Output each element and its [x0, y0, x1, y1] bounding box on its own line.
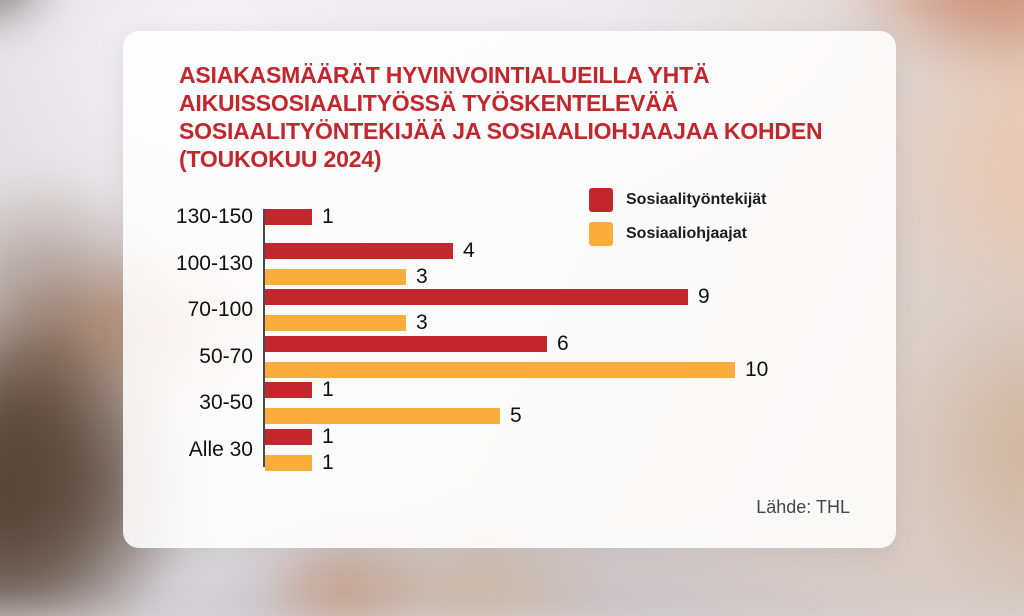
bar [265, 335, 547, 352]
legend-item: Sosiaaliohjaajat [589, 222, 767, 246]
chart-group: 70-100 9 3 [165, 285, 768, 335]
bar-stack: 6 10 [265, 332, 768, 382]
legend-item: Sosiaalityöntekijät [589, 188, 767, 212]
bar-row: 9 [265, 285, 710, 309]
category-label: 100-130 [175, 251, 253, 275]
bar-row: 6 [265, 332, 768, 356]
bar-chart: 130-150 1 100-130 4 3 70-100 9 3 50-70 6 10 30-50 1 5… [165, 194, 768, 475]
bar [265, 268, 406, 285]
bar [265, 408, 500, 425]
source-label: Lähde: THL [756, 497, 850, 517]
bar [265, 209, 312, 226]
value-label: 9 [698, 285, 710, 309]
bar-row: 1 [265, 205, 334, 229]
bar [265, 454, 312, 471]
chart-title-line: ASIAKASMÄÄRÄT HYVINVOINTIALUEILLA YHTÄ [179, 62, 710, 88]
category-label: 50-70 [199, 344, 253, 368]
chart-title-line: AIKUISSOSIAALITYÖSSÄ TYÖSKENTELEVÄÄ [179, 90, 679, 116]
category-label: 70-100 [187, 298, 253, 322]
bar [265, 361, 735, 378]
category-label: Alle 30 [188, 437, 253, 461]
chart-group: Alle 30 1 1 [165, 425, 768, 475]
legend-label: Sosiaaliohjaajat [626, 225, 747, 242]
legend-label: Sosiaalityöntekijät [626, 191, 767, 208]
chart-title-line: (TOUKOKUU 2024) [179, 146, 382, 172]
bar [265, 242, 453, 259]
y-axis-line [263, 209, 265, 467]
category-label: 130-150 [175, 205, 253, 229]
value-label: 1 [322, 424, 334, 448]
chart-group: 100-130 4 3 [165, 239, 768, 289]
bar [265, 289, 688, 306]
chart-group: 50-70 6 10 [165, 332, 768, 382]
bar-row: 3 [265, 265, 475, 289]
value-label: 5 [510, 404, 522, 428]
bar-row: 4 [265, 239, 475, 263]
bar [265, 315, 406, 332]
value-label: 6 [557, 331, 569, 355]
bar-row: 5 [265, 404, 522, 428]
chart-group: 30-50 1 5 [165, 378, 768, 428]
bar-row: 3 [265, 311, 710, 335]
value-label: 4 [463, 238, 475, 262]
chart-group: 130-150 1 [165, 194, 768, 241]
value-label: 1 [322, 205, 334, 229]
legend-swatch [589, 222, 613, 246]
value-label: 3 [416, 264, 428, 288]
legend: Sosiaalityöntekijät Sosiaaliohjaajat [589, 188, 767, 256]
value-label: 10 [745, 357, 769, 381]
value-label: 1 [322, 378, 334, 402]
bar-row: 1 [265, 378, 522, 402]
value-label: 1 [322, 450, 334, 474]
bar [265, 382, 312, 399]
chart-title: ASIAKASMÄÄRÄT HYVINVOINTIALUEILLA YHTÄ AI… [179, 61, 869, 173]
bar-stack: 1 [265, 205, 334, 229]
chart-title-line: SOSIAALITYÖNTEKIJÄÄ JA SOSIAALIOHJAAJAA … [179, 118, 823, 144]
bar-row: 10 [265, 358, 768, 382]
category-label: 30-50 [199, 391, 253, 415]
bar-row: 1 [265, 425, 334, 449]
legend-swatch [589, 188, 613, 212]
value-label: 3 [416, 311, 428, 335]
bar-row: 1 [265, 451, 334, 475]
bar [265, 428, 312, 445]
chart-card: ASIAKASMÄÄRÄT HYVINVOINTIALUEILLA YHTÄ AI… [123, 31, 896, 548]
